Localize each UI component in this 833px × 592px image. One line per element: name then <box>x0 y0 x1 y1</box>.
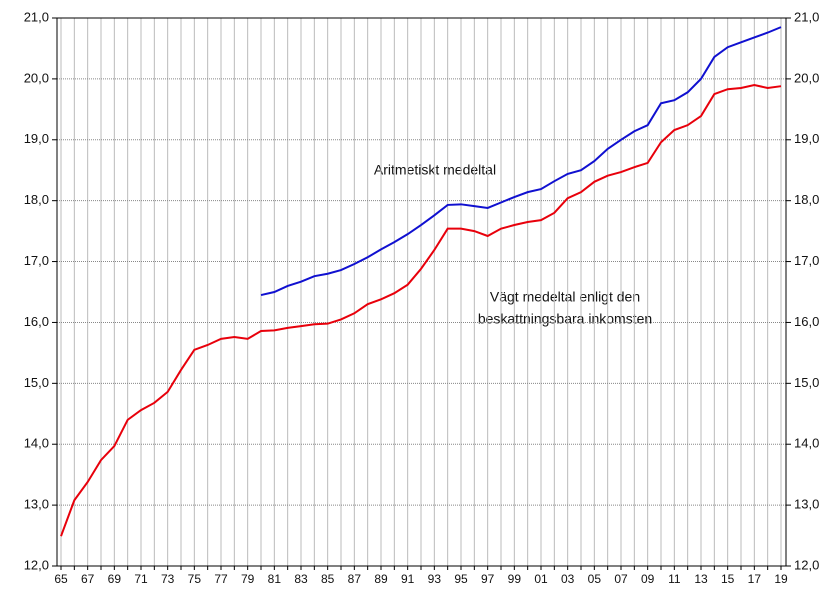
x-tick-label: 73 <box>161 572 175 586</box>
plot: 12,0 13,0 14,0 15,0 16,0 17,0 18,0 19,0 20,0 21,0… <box>24 9 820 586</box>
y2-tick-label: 20,0 <box>794 70 819 85</box>
y-tick-label: 13,0 <box>24 497 49 512</box>
y-tick-label: 18,0 <box>24 192 49 207</box>
x-tick-label: 01 <box>534 572 548 586</box>
x-tick-label: 07 <box>614 572 628 586</box>
x-tick-label: 11 <box>668 572 681 586</box>
x-tick-label: 99 <box>508 572 522 586</box>
x-tick-label: 95 <box>454 572 468 586</box>
y-tick-label: 16,0 <box>24 314 49 329</box>
y2-tick-label: 12,0 <box>794 557 819 572</box>
x-tick-label: 65 <box>54 572 68 586</box>
x-tick-label: 75 <box>188 572 202 586</box>
y-tick-label: 19,0 <box>24 131 49 146</box>
annotation: beskattningsbara inkomsten <box>478 311 652 327</box>
y-tick-label: 17,0 <box>24 253 49 268</box>
x-tick-label: 09 <box>641 572 655 586</box>
y2-tick-label: 13,0 <box>794 497 819 512</box>
y-tick-label: 15,0 <box>24 375 49 390</box>
y2-tick-label: 18,0 <box>794 192 819 207</box>
x-tick-label: 97 <box>481 572 495 586</box>
y2-tick-label: 19,0 <box>794 131 819 146</box>
y2-tick-label: 15,0 <box>794 375 819 390</box>
x-tick-label: 77 <box>214 572 228 586</box>
y-tick-label: 12,0 <box>24 557 49 572</box>
x-tick-label: 69 <box>108 572 122 586</box>
x-tick-label: 87 <box>348 572 362 586</box>
series-line <box>260 26 782 297</box>
series-line <box>60 83 782 537</box>
x-tick-label: 19 <box>774 572 788 586</box>
y2-tick-label: 14,0 <box>794 436 819 451</box>
x-tick-label: 79 <box>241 572 255 586</box>
x-tick-label: 85 <box>321 572 335 586</box>
x-tick-label: 83 <box>294 572 308 586</box>
x-tick-label: 91 <box>401 572 415 586</box>
annotation: Aritmetiskt medeltal <box>374 162 496 178</box>
y2-tick-label: 16,0 <box>794 314 819 329</box>
y2-tick-label: 21,0 <box>794 9 819 24</box>
y-tick-label: 20,0 <box>24 70 49 85</box>
x-tick-label: 93 <box>428 572 442 586</box>
x-tick-label: 89 <box>374 572 388 586</box>
y-tick-label: 14,0 <box>24 436 49 451</box>
x-tick-label: 17 <box>748 572 762 586</box>
x-tick-label: 71 <box>134 572 148 586</box>
y-tick-label: 21,0 <box>24 9 49 24</box>
x-tick-label: 03 <box>561 572 575 586</box>
x-tick-label: 67 <box>81 572 95 586</box>
y2-tick-label: 17,0 <box>794 253 819 268</box>
x-tick-label: 05 <box>588 572 602 586</box>
x-tick-label: 13 <box>694 572 708 586</box>
x-tick-label: 15 <box>721 572 735 586</box>
annotation: Vägt medeltal enligt den <box>490 289 640 305</box>
x-tick-label: 81 <box>268 572 282 586</box>
